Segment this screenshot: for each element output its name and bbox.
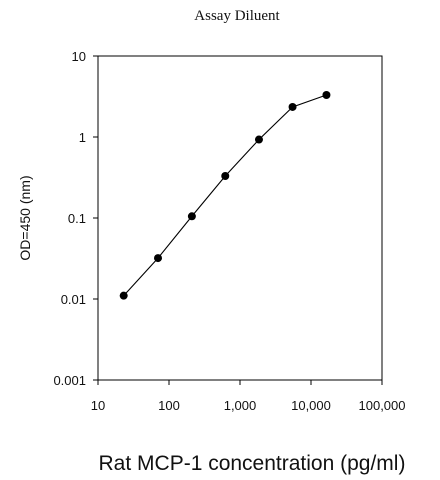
y-axis-label: OD=450 (nm) <box>17 175 33 260</box>
series-layer <box>120 91 331 300</box>
data-point <box>188 212 196 220</box>
data-point <box>289 103 297 111</box>
y-tick-label: 1 <box>79 130 86 145</box>
x-tick-label: 1,000 <box>224 398 257 413</box>
y-tick-label: 10 <box>72 49 86 64</box>
data-point <box>221 172 229 180</box>
y-axis-ticks: 10 1 0.1 0.01 0.001 <box>53 49 98 388</box>
x-tick-label: 10,000 <box>291 398 331 413</box>
x-tick-label: 100 <box>158 398 180 413</box>
y-tick-label: 0.001 <box>53 373 86 388</box>
x-tick-label: 10 <box>91 398 105 413</box>
data-point <box>120 292 128 300</box>
chart-title: Assay Diluent <box>194 8 280 24</box>
y-tick-label: 0.1 <box>68 211 86 226</box>
series-line <box>124 95 327 296</box>
plot-frame <box>98 56 382 380</box>
data-point <box>322 91 330 99</box>
x-tick-label: 100,000 <box>359 398 406 413</box>
data-point <box>255 136 263 144</box>
x-axis-label: Rat MCP-1 concentration (pg/ml) <box>99 452 406 475</box>
y-tick-label: 0.01 <box>61 292 86 307</box>
data-point <box>154 254 162 262</box>
x-axis-ticks: 10 100 1,000 10,000 100,000 <box>91 380 406 413</box>
